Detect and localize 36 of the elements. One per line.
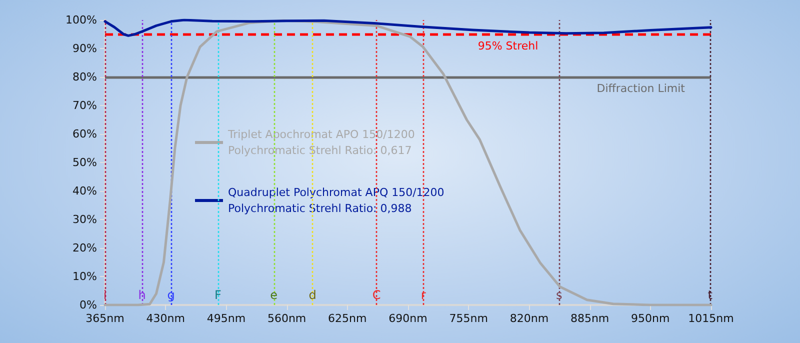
y-tick-label: 90% <box>72 42 97 55</box>
y-tick-label: 80% <box>72 70 97 84</box>
x-tick-label: 560nm <box>267 312 306 325</box>
x-tick-label: 430nm <box>146 312 185 325</box>
ref-line-label: F <box>214 288 222 302</box>
x-tick-label: 690nm <box>388 312 428 325</box>
x-tick-label: 885nm <box>570 312 610 325</box>
y-tick-label: 10% <box>72 270 97 283</box>
x-tick-label: 625nm <box>328 312 367 325</box>
y-tick-label: 60% <box>72 128 97 140</box>
x-tick-label: 495nm <box>206 312 246 325</box>
ref-line-label: C <box>372 288 381 302</box>
y-tick-label: 50% <box>72 156 97 169</box>
y-tick-label: 30% <box>72 213 97 226</box>
y-tick-label: 100% <box>66 14 97 26</box>
ref-line-label: Diffraction Limit <box>596 82 686 95</box>
x-tick-label: 365nm <box>86 312 124 325</box>
x-tick-label: 1015nm <box>688 312 734 325</box>
y-tick-label: 40% <box>72 184 97 198</box>
y-tick-label: 0% <box>80 298 97 312</box>
line-series <box>104 18 712 37</box>
x-tick-label: 755nm <box>449 312 488 325</box>
ref-line-label: 95% Strehl <box>478 39 538 52</box>
y-tick-label: 20% <box>72 242 97 254</box>
x-tick-label: 820nm <box>510 312 549 325</box>
y-tick-label: 70% <box>72 99 97 112</box>
line-series <box>104 19 712 306</box>
ref-line-label: e <box>270 288 278 302</box>
ref-line-label: d <box>308 288 316 302</box>
x-tick-label: 950nm <box>631 312 670 325</box>
legend-label: Quadruplet Polychromat APQ 150/1200 Polychromatic Strehl Ratio: 0,988 <box>228 186 444 215</box>
ref-line-label: t <box>708 288 713 302</box>
legend-label: Triplet Apochromat APO 150/1200 Polychromatic Strehl Ratio: 0,617 <box>227 128 415 157</box>
ref-line-label: r <box>420 288 426 302</box>
ref-line-label: h <box>138 288 146 302</box>
ref-line-label: g <box>167 288 175 302</box>
